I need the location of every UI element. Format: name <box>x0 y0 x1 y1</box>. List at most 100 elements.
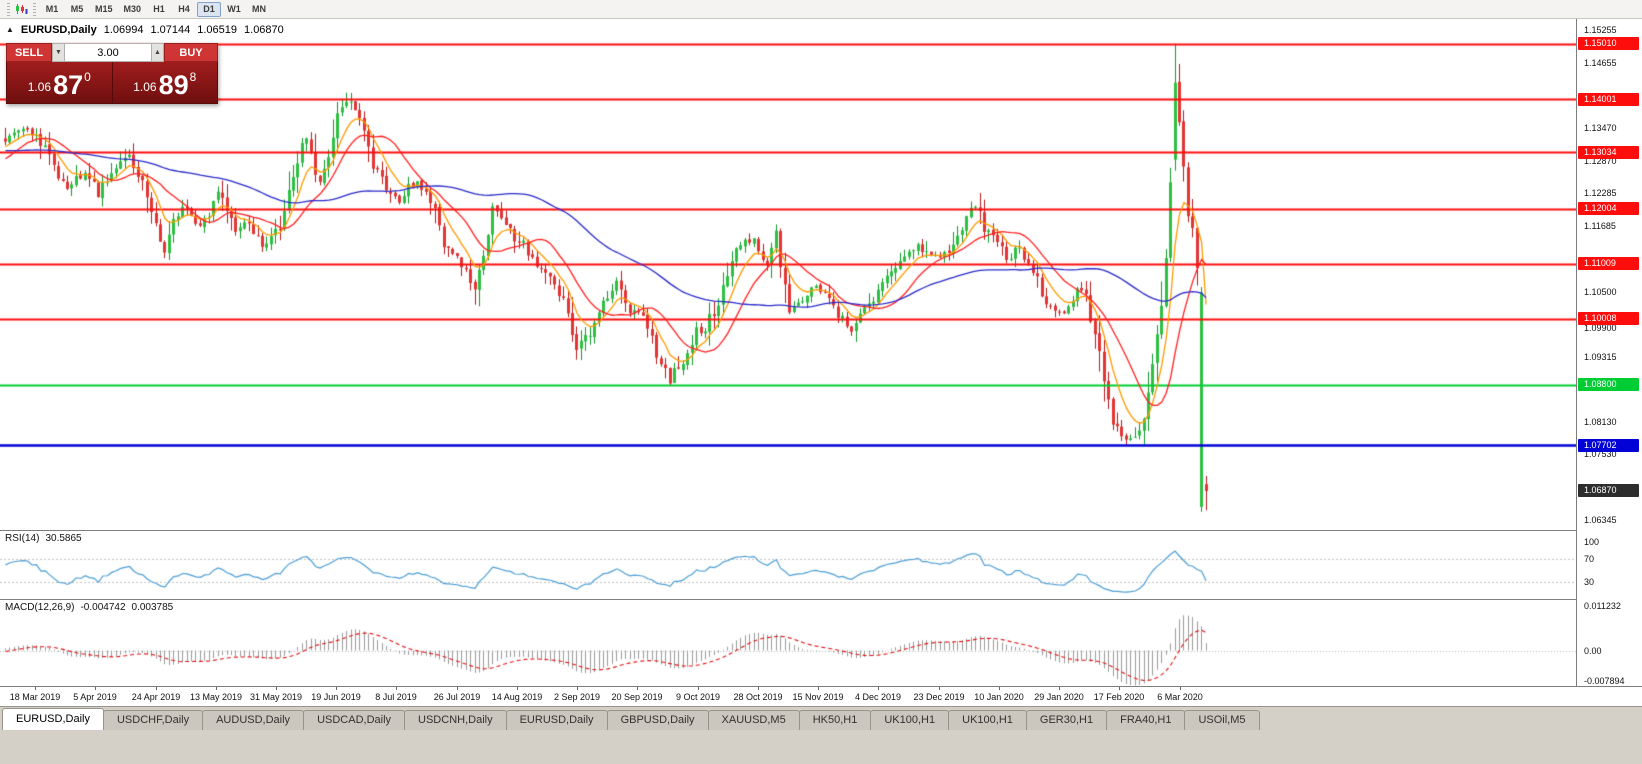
timeframe-button-m1[interactable]: M1 <box>45 4 59 14</box>
date-label: 18 Mar 2019 <box>9 692 61 702</box>
timeframe-button-m30[interactable]: M30 <box>123 4 142 14</box>
sell-price-big-figure: 1.06 <box>27 80 52 94</box>
chart-tab-eurusd-daily[interactable]: EURUSD,Daily <box>2 708 104 730</box>
chart-tab-usdcnh-daily[interactable]: USDCNH,Daily <box>404 710 507 730</box>
sell-price-pips: 87 <box>53 70 84 100</box>
chart-tab-ger30-h1[interactable]: GER30,H1 <box>1025 710 1108 730</box>
price-tick: 1.13470 <box>1584 123 1617 134</box>
date-tick <box>156 687 157 690</box>
chart-tab-eurusd-daily[interactable]: EURUSD,Daily <box>505 710 608 730</box>
price-level-tag[interactable]: 1.15010 <box>1578 37 1639 51</box>
date-label: 17 Feb 2020 <box>1093 692 1145 702</box>
timeframe-button-mn[interactable]: MN <box>252 4 267 14</box>
sell-price[interactable]: 1.06 87 0 <box>7 62 112 103</box>
rsi-value: 30.5865 <box>45 533 82 544</box>
ohlc-close: 1.06870 <box>244 24 284 36</box>
price-level-tag[interactable]: 1.14001 <box>1578 92 1639 106</box>
price-chart-canvas[interactable] <box>0 19 1576 530</box>
date-tick <box>95 687 96 690</box>
price-tick: 1.06345 <box>1584 514 1617 525</box>
timeframe-button-h1[interactable]: H1 <box>153 4 165 14</box>
timeframe-button-m5[interactable]: M5 <box>70 4 84 14</box>
sell-button[interactable]: SELL <box>6 43 52 62</box>
date-tick <box>818 687 819 690</box>
ohlc-open: 1.06994 <box>103 24 144 36</box>
price-axis[interactable]: 1.15255 1.14655 1.13470 1.12870 1.12285 1.116… <box>1576 19 1642 686</box>
date-tick <box>1119 687 1120 690</box>
macd-tick: 0.011232 <box>1584 601 1621 611</box>
price-tick: 1.07530 <box>1584 449 1617 460</box>
date-label: 5 Apr 2019 <box>73 692 117 702</box>
price-level-tag[interactable]: 1.13034 <box>1578 145 1639 159</box>
chart-tab-gbpusd-daily[interactable]: GBPUSD,Daily <box>606 710 709 730</box>
volume-input[interactable]: 3.00 <box>65 43 151 62</box>
price-tick: 1.11685 <box>1584 221 1616 232</box>
buy-price-big-figure: 1.06 <box>133 80 157 94</box>
ohlc-low: 1.06519 <box>197 24 238 36</box>
date-tick <box>1059 687 1060 690</box>
timeframe-button-w1[interactable]: W1 <box>227 4 241 14</box>
macd-value: -0.004742 <box>80 602 126 613</box>
macd-indicator-canvas[interactable] <box>0 600 1576 686</box>
sell-price-point: 0 <box>84 70 91 84</box>
macd-name: MACD(12,26,9) <box>5 602 75 613</box>
timeframe-button-h4[interactable]: H4 <box>178 4 190 14</box>
chart-tab-usdcad-daily[interactable]: USDCAD,Daily <box>303 710 406 730</box>
price-tick: 1.08130 <box>1584 416 1617 427</box>
buy-button[interactable]: BUY <box>164 43 218 62</box>
rsi-tick: 30 <box>1584 577 1595 587</box>
price-level-tag[interactable]: 1.07702 <box>1578 438 1639 452</box>
date-tick <box>336 687 337 690</box>
date-label: 26 Jul 2019 <box>433 692 481 702</box>
chart-title: ▲ EURUSD,Daily 1.06994 1.07144 1.06519 1… <box>6 24 284 36</box>
timeframe-button-m15[interactable]: M15 <box>95 4 113 14</box>
date-label: 31 May 2019 <box>249 692 303 702</box>
date-label: 29 Jan 2020 <box>1034 692 1084 702</box>
date-tick <box>758 687 759 690</box>
date-tick <box>999 687 1000 690</box>
buy-price[interactable]: 1.06 89 8 <box>111 62 218 103</box>
date-tick <box>216 687 217 690</box>
price-level-tag[interactable]: 1.06870 <box>1578 484 1639 498</box>
chart-tab-usoil-m5[interactable]: USOil,M5 <box>1184 710 1260 730</box>
date-tick <box>276 687 277 690</box>
rsi-indicator-canvas[interactable] <box>0 531 1576 599</box>
one-click-collapse-icon[interactable]: ▲ <box>6 25 14 34</box>
pane-separator[interactable] <box>0 530 1642 531</box>
date-tick <box>457 687 458 690</box>
price-level-tag[interactable]: 1.12004 <box>1578 202 1639 216</box>
chart-tab-xauusd-m5[interactable]: XAUUSD,M5 <box>707 710 800 730</box>
buy-price-pips: 89 <box>158 70 189 100</box>
chart-tab-fra40-h1[interactable]: FRA40,H1 <box>1106 710 1186 730</box>
rsi-label: RSI(14) 30.5865 <box>5 533 82 544</box>
date-label: 15 Nov 2019 <box>792 692 844 702</box>
price-level-tag[interactable]: 1.11009 <box>1578 257 1639 271</box>
candlestick-chart-icon[interactable] <box>14 2 29 17</box>
price-level-tag[interactable]: 1.08800 <box>1578 378 1639 392</box>
chart-tab-usdchf-daily[interactable]: USDCHF,Daily <box>102 710 204 730</box>
macd-label: MACD(12,26,9) -0.004742 0.003785 <box>5 602 173 613</box>
price-tick: 1.15255 <box>1584 25 1617 36</box>
chart-tab-uk100-h1[interactable]: UK100,H1 <box>870 710 950 730</box>
timeframe-button-d1[interactable]: D1 <box>197 1 222 17</box>
pane-separator[interactable] <box>0 599 1642 600</box>
date-label: 14 Aug 2019 <box>491 692 543 702</box>
date-label: 9 Oct 2019 <box>675 692 721 702</box>
macd-tick: 0.00 <box>1584 645 1602 656</box>
price-tick: 1.10500 <box>1584 286 1617 297</box>
pane-separator <box>0 686 1642 687</box>
date-label: 13 May 2019 <box>189 692 243 702</box>
price-level-tag[interactable]: 1.10008 <box>1578 312 1639 326</box>
chart-tab-hk50-h1[interactable]: HK50,H1 <box>798 710 872 730</box>
volume-increase-button[interactable]: ▲ <box>151 43 164 62</box>
chart-tab-uk100-h1[interactable]: UK100,H1 <box>948 710 1027 730</box>
date-label: 20 Sep 2019 <box>611 692 663 702</box>
price-tick: 1.14655 <box>1584 58 1617 69</box>
chart-area: ▲ EURUSD,Daily 1.06994 1.07144 1.06519 1… <box>0 19 1642 706</box>
chart-tab-audusd-daily[interactable]: AUDUSD,Daily <box>202 710 305 730</box>
date-label: 23 Dec 2019 <box>913 692 965 702</box>
date-tick <box>577 687 578 690</box>
date-tick <box>637 687 638 690</box>
time-axis[interactable]: 18 Mar 2019 5 Apr 2019 24 Apr 2019 13 May 2… <box>0 687 1642 706</box>
volume-decrease-button[interactable]: ▼ <box>52 43 65 62</box>
